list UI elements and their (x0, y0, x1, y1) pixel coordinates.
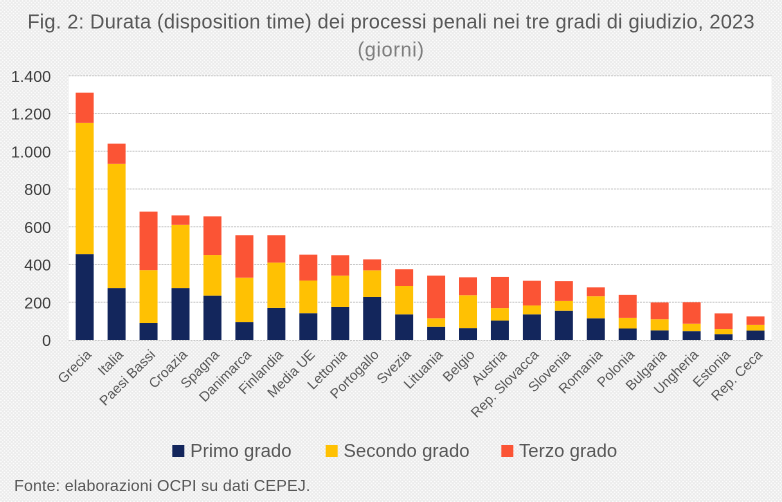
svg-text:600: 600 (24, 220, 51, 237)
svg-text:Primo grado: Primo grado (190, 440, 291, 461)
svg-text:Fonte: elaborazioni OCPI su da: Fonte: elaborazioni OCPI su dati CEPEJ. (14, 478, 310, 495)
svg-text:0: 0 (42, 333, 51, 350)
svg-text:200: 200 (24, 295, 51, 312)
svg-text:1.400: 1.400 (11, 69, 51, 86)
svg-text:400: 400 (24, 258, 51, 275)
svg-text:Terzo grado: Terzo grado (519, 440, 617, 461)
svg-text:Fig. 2: Durata (disposition ti: Fig. 2: Durata (disposition time) dei pr… (27, 12, 754, 34)
svg-text:(giorni): (giorni) (357, 39, 424, 61)
svg-text:800: 800 (24, 182, 51, 199)
svg-text:Secondo grado: Secondo grado (344, 440, 470, 461)
svg-text:1.200: 1.200 (11, 107, 51, 124)
svg-text:1.000: 1.000 (11, 144, 51, 161)
